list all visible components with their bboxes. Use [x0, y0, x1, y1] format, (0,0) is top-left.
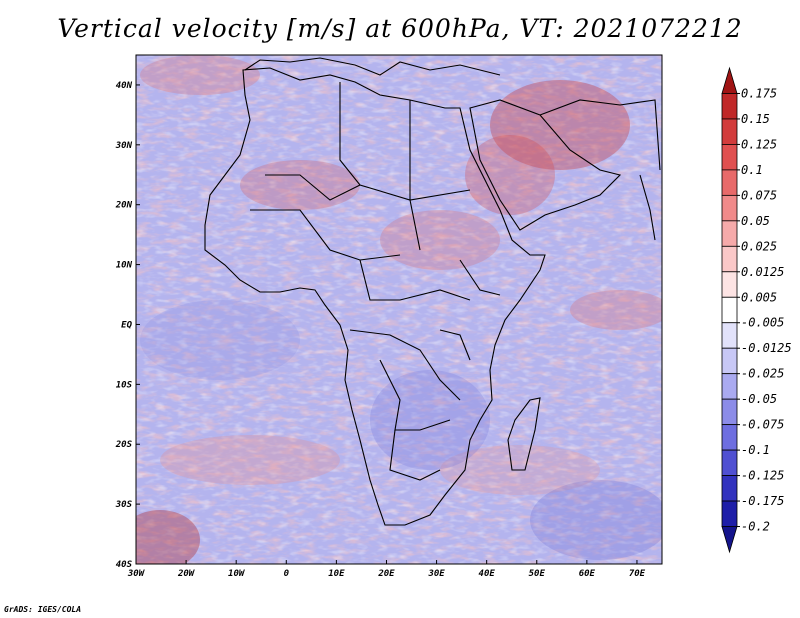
lat-label: 20S	[115, 440, 133, 450]
colorbar-swatch	[721, 245, 738, 273]
africa-coastline	[204, 57, 661, 526]
colorbar-label: -0.05	[741, 392, 777, 406]
colorbar-label: -0.175	[741, 494, 784, 508]
lon-label: 30W	[127, 569, 146, 579]
lon-label: 50E	[529, 569, 546, 579]
colorbar-label: 0.15	[741, 112, 770, 126]
lon-label: 10E	[328, 569, 345, 579]
lat-label: EQ	[121, 320, 132, 330]
credit-text: GrADS: IGES/COLA	[4, 605, 82, 614]
colorbar-label: -0.005	[741, 316, 784, 330]
latitude-axis: 40N 30N 20N 10N EQ 10S 20S 30S 40S	[115, 81, 140, 570]
lat-label: 20N	[115, 201, 133, 211]
lon-label: 10W	[228, 569, 246, 579]
lat-label: 40N	[116, 81, 133, 91]
lon-label: 20E	[377, 569, 395, 579]
colorbar-label: -0.2	[741, 520, 770, 534]
colorbar-swatch	[721, 93, 738, 120]
colorbar-swatch	[721, 475, 738, 502]
colorbar-label: 0.025	[741, 239, 777, 253]
colorbar-swatch	[721, 194, 738, 222]
colorbar-label: -0.125	[741, 469, 784, 483]
colorbar-swatch	[721, 118, 738, 145]
colorbar-label: 0.125	[741, 137, 777, 151]
lat-label: 30S	[115, 500, 133, 510]
colorbar-label: 0.075	[741, 188, 777, 202]
map-title: Vertical velocity [m/s] at 600hPa, VT: 2…	[57, 14, 743, 43]
colorbar-swatch	[721, 347, 738, 375]
colorbar-swatch	[721, 373, 738, 400]
map-frame	[135, 54, 663, 565]
colorbar-label: 0.175	[741, 86, 777, 100]
colorbar-swatch	[721, 169, 738, 196]
colorbar-label: -0.075	[741, 418, 784, 432]
colorbar-label: -0.1	[741, 443, 770, 457]
colorbar-swatch	[721, 526, 738, 554]
colorbar-swatch	[721, 271, 738, 298]
colorbar-label: 0.0125	[741, 265, 784, 279]
colorbar-label: -0.0125	[741, 341, 792, 355]
lon-label: 20W	[177, 569, 196, 579]
colorbar-label: 0.05	[741, 214, 770, 228]
colorbar-label: 0.1	[741, 163, 763, 177]
longitude-axis: 30W 20W 10W 0 10E 20E 30E 40E 50E 60E 70E	[127, 560, 646, 579]
lon-label: 60E	[579, 569, 596, 579]
colorbar-swatch	[721, 220, 738, 247]
colorbar-label: 0.005	[741, 290, 777, 304]
colorbar-swatch	[721, 322, 738, 349]
lon-label: 70E	[629, 569, 646, 579]
lat-label: 40S	[116, 560, 133, 570]
colorbar-swatch	[721, 500, 738, 527]
colorbar-swatch	[721, 424, 738, 451]
colorbar: 0.175 0.15 0.125 0.1 0.075 0.05 0.025 0.0125 0.0…	[721, 66, 792, 554]
lon-label: 30E	[427, 569, 445, 579]
lon-label: 40E	[479, 569, 496, 579]
colorbar-swatch	[721, 449, 738, 476]
lat-label: 30N	[115, 141, 133, 151]
colorbar-swatch	[721, 398, 738, 426]
colorbar-label: -0.025	[741, 367, 784, 381]
lon-label: 0	[284, 569, 290, 579]
lat-label: 10S	[116, 380, 133, 390]
colorbar-swatch	[721, 66, 738, 94]
colorbar-swatch	[721, 296, 738, 324]
colorbar-swatch	[721, 144, 738, 171]
lat-label: 10N	[116, 261, 133, 271]
velocity-field	[136, 55, 662, 564]
